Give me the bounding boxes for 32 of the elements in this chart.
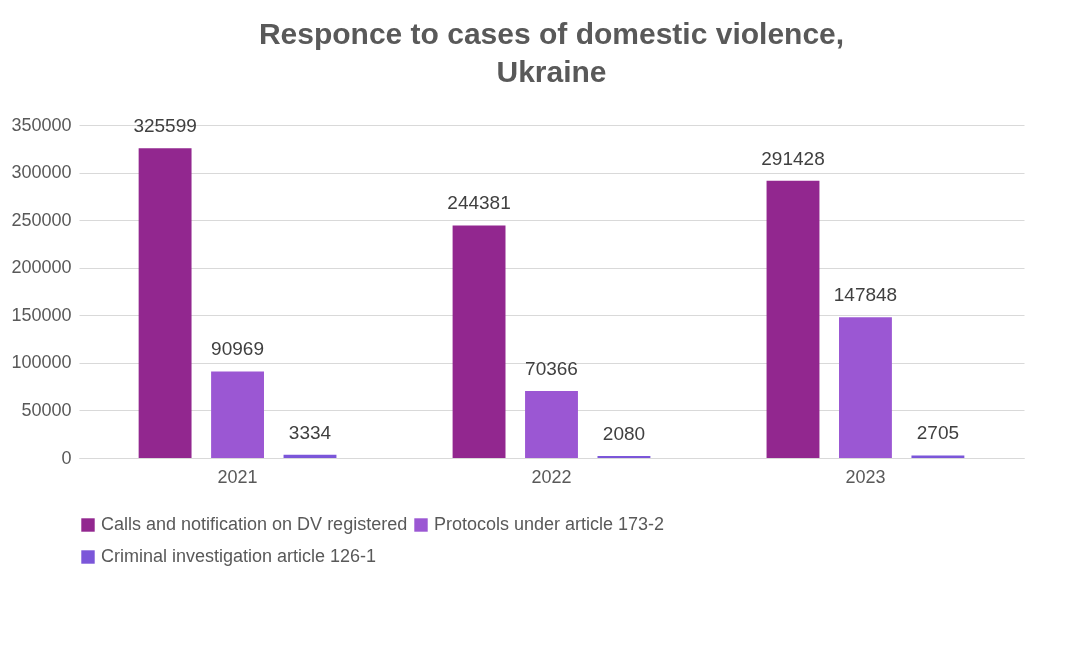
data-label: 244381 — [447, 192, 511, 214]
data-label: 2705 — [916, 422, 960, 444]
data-label: 147848 — [833, 284, 898, 306]
y-tick-label: 350000 — [11, 114, 72, 135]
x-tick-label: 2023 — [845, 466, 886, 487]
data-label: 70366 — [525, 358, 578, 380]
bar — [138, 148, 192, 458]
bar — [211, 371, 264, 458]
data-label: 291428 — [761, 147, 825, 169]
y-tick-label: 100000 — [11, 352, 72, 373]
chart-title: Responce to cases of domestic violence, Ukraine — [258, 17, 845, 88]
legend-label: Criminal investigation article 126-1 — [101, 546, 377, 566]
bar — [911, 455, 965, 458]
bar — [283, 454, 337, 458]
data-label: 325599 — [133, 115, 197, 137]
y-tick-label: 50000 — [21, 399, 72, 420]
y-tick-label: 0 — [61, 447, 72, 468]
bar — [766, 180, 820, 458]
y-tick-label: 300000 — [11, 162, 72, 183]
y-tick-label: 250000 — [11, 209, 72, 230]
y-tick-label: 200000 — [11, 257, 72, 278]
legend-label: Calls and notification on DV registered — [101, 514, 408, 534]
bar — [839, 317, 892, 458]
y-tick-label: 150000 — [11, 304, 72, 325]
bar — [452, 225, 506, 458]
data-label: 3334 — [288, 421, 332, 443]
legend-label: Protocols under article 173-2 — [434, 514, 665, 534]
x-tick-label: 2021 — [217, 466, 258, 487]
data-label: 2080 — [602, 423, 646, 445]
x-tick-label: 2022 — [531, 466, 572, 487]
bar — [525, 391, 578, 458]
data-label: 90969 — [211, 338, 264, 360]
